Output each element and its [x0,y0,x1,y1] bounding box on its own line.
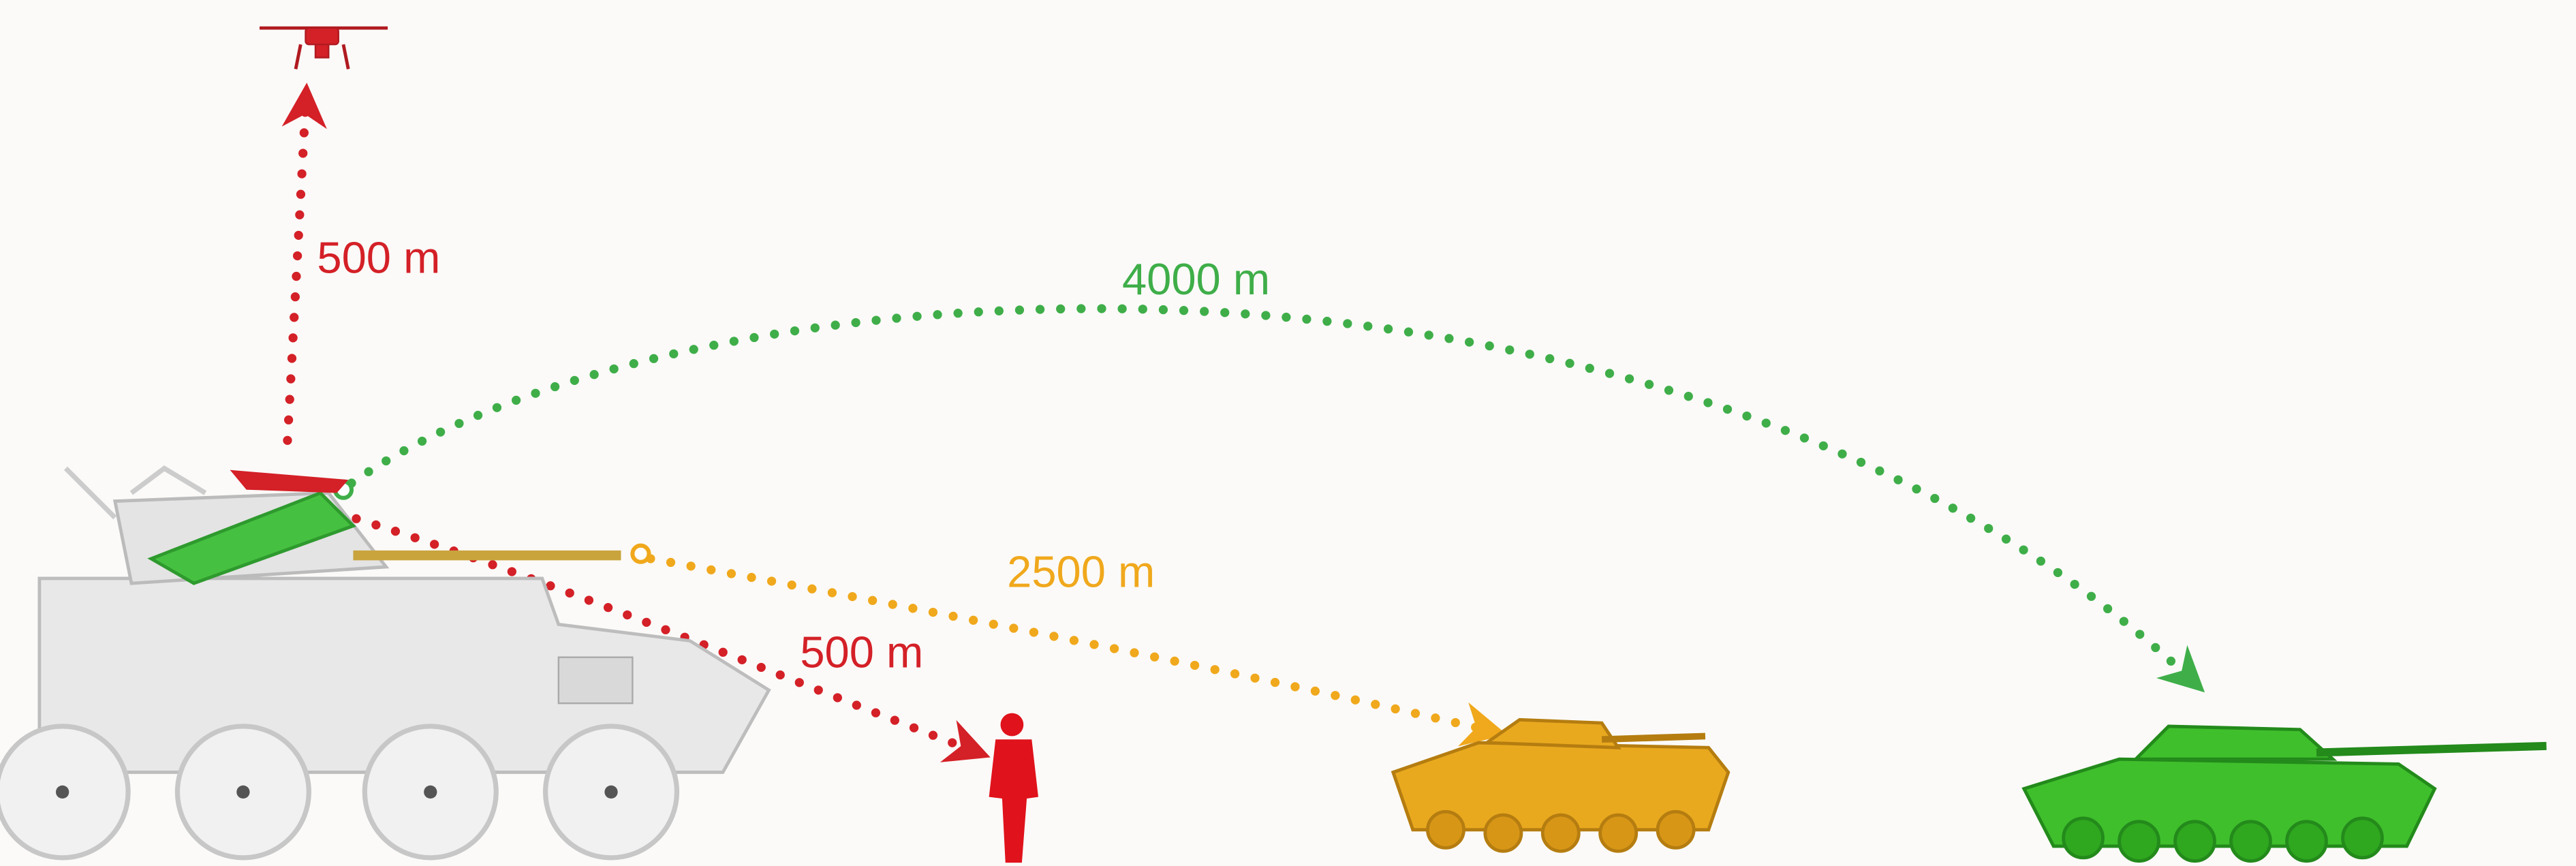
apc [0,465,771,861]
infantry [989,713,1038,863]
range-label: 4000 m [1122,254,1270,304]
origin-marker [630,543,651,564]
ifv [1391,717,1731,853]
drone-trajectory [281,82,327,445]
range-label: 2500 m [1007,546,1155,596]
ifv-trajectory [646,554,1508,747]
drone [259,26,388,69]
range-label: 500 m [800,627,923,677]
tank [2021,724,2547,863]
range-label: 500 m [317,233,440,283]
tank-trajectory [347,304,2205,693]
